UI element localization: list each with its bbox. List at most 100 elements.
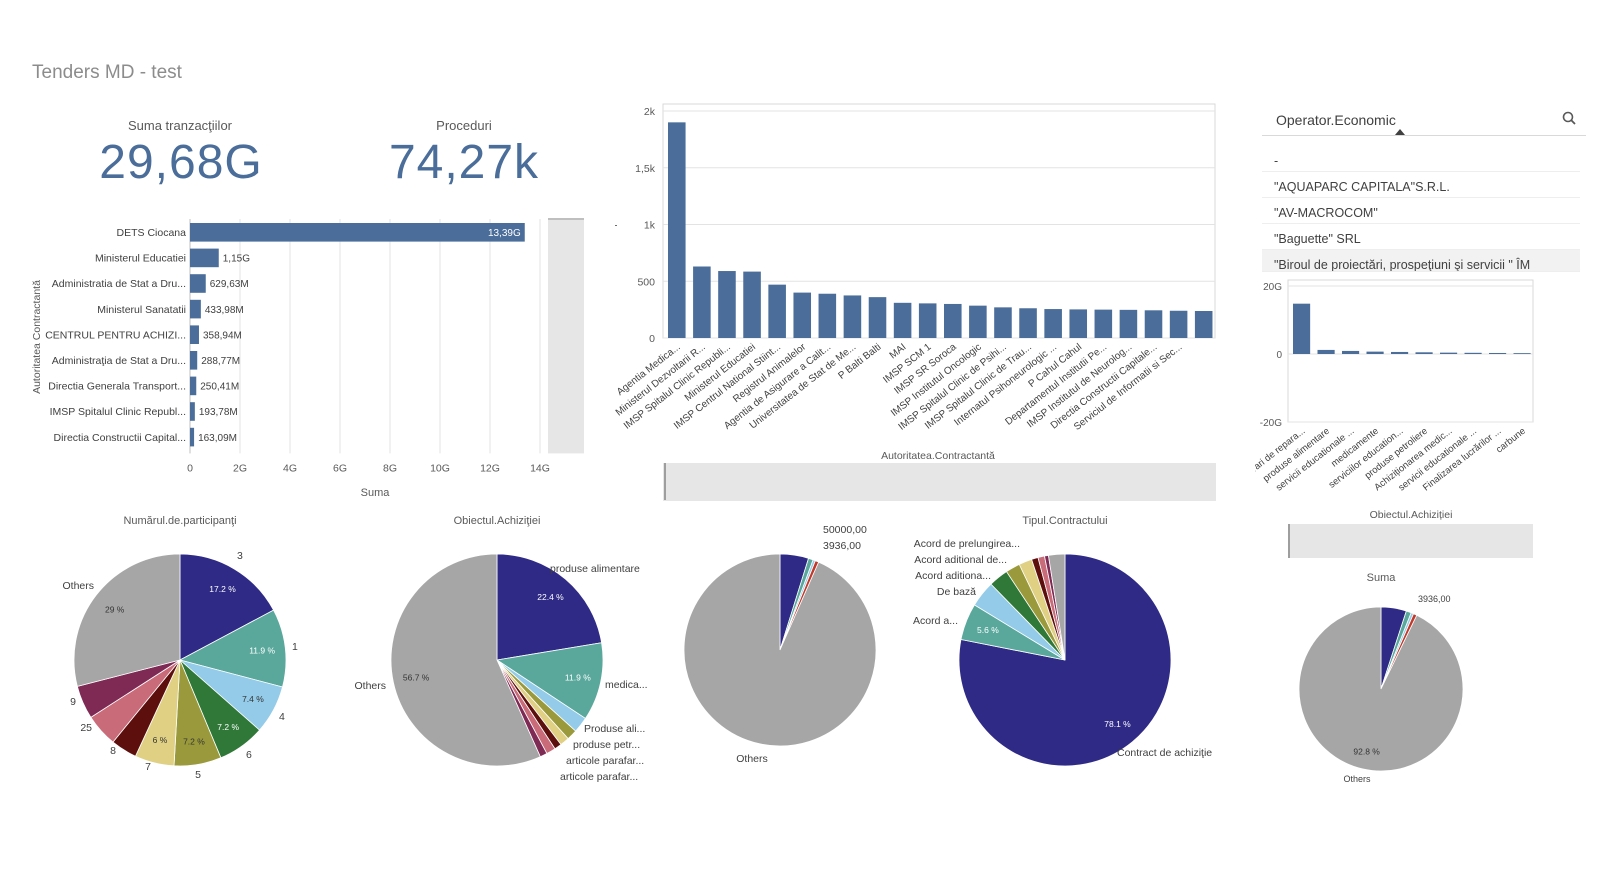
slice-pct-label: 5.6 % — [977, 625, 999, 635]
listbox-item[interactable]: "AQUAPARC CAPITALA"S.R.L. — [1262, 172, 1580, 198]
slice-pct-label: 92.8 % — [1353, 746, 1380, 756]
slice-label: 6 — [246, 749, 252, 761]
kpi-value-proceduri[interactable]: 74,27k — [388, 136, 540, 189]
listbox-item[interactable]: "Baguette" SRL — [1262, 224, 1580, 250]
bar — [190, 274, 206, 293]
bar — [1044, 309, 1062, 338]
operator-economic-listbox-header[interactable]: Operator.Economic — [1262, 103, 1586, 136]
slice-label: 7 — [145, 761, 151, 773]
bar — [190, 299, 201, 319]
category-label: DETS Ciocana — [117, 227, 187, 239]
pie-slice — [179, 553, 275, 661]
x-axis-title: Autoritatea.Contractantă — [881, 450, 995, 462]
y-axis-title: Autoritatea Contractantă — [31, 280, 43, 394]
slice-pct-label: 22.4 % — [537, 592, 564, 602]
slice-pct-label: 6 % — [153, 735, 168, 745]
bar — [818, 293, 837, 338]
kpi-value-suma[interactable]: 29,68G — [99, 136, 263, 189]
bar — [190, 325, 199, 344]
bar — [1144, 310, 1163, 338]
value-label: 629,63M — [210, 279, 249, 290]
bar — [693, 266, 711, 338]
bar — [969, 305, 987, 338]
category-label: Directia Generala Transport... — [48, 381, 186, 393]
category-label: Administratia de Stat a Dru... — [52, 278, 186, 290]
pie-numarul-participanti[interactable]: Numărul.de.participanţi 17.2 % 3 11.9 % 1 7.4… — [40, 510, 330, 800]
bar — [190, 427, 195, 447]
pie-valoare[interactable]: 50000,00 3936,00 Others — [670, 510, 920, 800]
bar — [1391, 351, 1409, 354]
slice-pct-label: 56.7 % — [403, 672, 430, 682]
y-tick-label: 20G — [1263, 282, 1282, 293]
bar — [1317, 349, 1335, 354]
scrollbar-track — [1288, 524, 1533, 558]
x-tick-label: 4G — [283, 462, 297, 474]
slice-pct-label: 11.9 % — [565, 672, 591, 682]
pie-slice — [1047, 553, 1066, 661]
y-tick-label: 1,5k — [635, 163, 656, 175]
hbar-chart[interactable]: 0 2G 4G 6G 8G 10G 12G 14G DETS Ciocana 13,39G Mini… — [20, 205, 610, 505]
category-label: CENTRUL PENTRU ACHIZI... — [45, 329, 186, 341]
pie-obiectul-achizitiei[interactable]: Obiectul.Achiziţiei 22.4 % produse aliment… — [340, 510, 660, 800]
slice-label: articole parafar... — [560, 771, 638, 783]
bar — [1069, 309, 1088, 338]
scrollbar-track — [663, 463, 1216, 501]
app-title: Tenders MD - test — [32, 62, 182, 83]
bar — [1513, 353, 1531, 354]
slice-pct-label: 11.9 % — [249, 645, 275, 655]
pie-title: Obiectul.Achiziţiei — [454, 515, 541, 527]
bar — [1440, 352, 1458, 354]
bar — [1366, 351, 1384, 354]
value-label: 433,98M — [205, 305, 244, 316]
slice-label: 3 — [237, 550, 243, 562]
slice-label: 9 — [70, 696, 76, 708]
slice-label: produse petr... — [573, 739, 640, 751]
bar — [1293, 303, 1311, 354]
x-axis-title: Obiectul.Achiziției — [1370, 509, 1453, 521]
slice-label: Others — [1343, 774, 1371, 784]
bar — [190, 223, 525, 242]
slice-label: 50000,00 — [823, 524, 867, 536]
y-tick-label: -20G — [1260, 418, 1282, 429]
slice-label: articole parafar... — [566, 755, 644, 767]
listbox-item[interactable]: "AV-MACROCOM" — [1262, 198, 1580, 224]
x-tick-label: 12G — [480, 462, 500, 474]
listbox-item[interactable]: "Biroul de proiectări, prospeţiuni şi se… — [1262, 250, 1580, 272]
pie-suma[interactable]: Suma 3936,00 92.8 % Others — [1295, 565, 1555, 795]
value-label: 1,15G — [223, 254, 250, 265]
bar — [1119, 309, 1138, 338]
pie-tipul-contractului[interactable]: Tipul.Contractului 78.1 % Contract de achi… — [900, 510, 1240, 800]
bar — [1094, 309, 1113, 338]
pie-slice — [390, 553, 541, 767]
bar — [893, 302, 912, 338]
bar — [1194, 310, 1213, 338]
pie-slice — [683, 553, 877, 747]
slice-label: Others — [62, 580, 94, 592]
slice-label: Acord a... — [913, 615, 958, 627]
slice-pct-label: 7.2 % — [183, 736, 205, 746]
x-axis-title: Suma — [361, 487, 391, 499]
slice-label: 1 — [292, 641, 298, 653]
slice-label: Produse ali... — [584, 723, 645, 735]
value-label: 13,39G — [488, 228, 521, 239]
listbox-item[interactable]: - — [1262, 146, 1580, 172]
pie-slice — [178, 609, 287, 688]
slice-label: De bază — [937, 586, 976, 598]
category-label: Ministerul Sanatatii — [97, 304, 186, 316]
value-label: 250,41M — [200, 382, 239, 393]
y-tick-label: 0 — [649, 333, 655, 345]
slice-pct-label: 7.4 % — [242, 694, 264, 704]
slice-label: 8 — [110, 745, 116, 757]
bar — [994, 307, 1012, 338]
slice-label: 4 — [279, 711, 285, 723]
y-tick-label: 2k — [644, 106, 656, 118]
slice-label: Acord de prelungirea... — [914, 538, 1020, 550]
x-tick-label: 0 — [187, 462, 193, 474]
search-icon[interactable] — [1562, 111, 1576, 130]
x-tick-label: 10G — [430, 462, 450, 474]
pie-slice — [73, 553, 181, 687]
slice-pct-label: 29 % — [105, 604, 125, 614]
bar — [944, 303, 962, 338]
